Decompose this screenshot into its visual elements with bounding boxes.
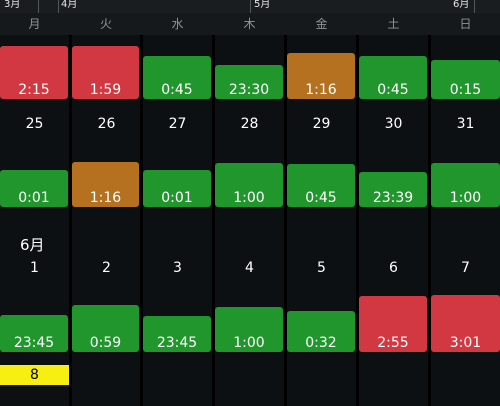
weekday-wed: 水 (171, 17, 184, 31)
sleep-duration: 23:45 (13, 335, 55, 351)
day-number[interactable]: 7 (461, 260, 470, 276)
sleep-duration: 0:01 (161, 190, 193, 206)
month-tick (474, 0, 475, 13)
sleep-block[interactable]: 1:00 (431, 163, 500, 207)
sleep-duration: 2:55 (377, 335, 409, 351)
day-number[interactable]: 25 (25, 116, 44, 132)
month-label-may[interactable]: 5月 (254, 0, 271, 10)
sleep-duration: 0:32 (305, 335, 337, 351)
sleep-duration: 0:45 (161, 82, 193, 98)
month-tick (250, 0, 251, 13)
sleep-block[interactable]: 1:16 (72, 162, 139, 207)
sleep-block[interactable]: 2:15 (0, 46, 68, 99)
sleep-block[interactable]: 0:45 (359, 56, 427, 99)
day-number[interactable]: 29 (312, 116, 331, 132)
sleep-block[interactable]: 23:45 (0, 315, 68, 352)
month-label-april[interactable]: 4月 (61, 0, 78, 10)
sleep-block[interactable]: 1:59 (72, 46, 139, 99)
day-number[interactable]: 6 (389, 260, 398, 276)
sleep-block[interactable]: 2:55 (359, 296, 427, 352)
day-number[interactable]: 27 (168, 116, 187, 132)
day-number[interactable]: 30 (384, 116, 403, 132)
sleep-duration: 0:45 (305, 190, 337, 206)
sleep-duration: 3:01 (449, 335, 482, 351)
sleep-duration: 1:16 (89, 190, 122, 206)
sleep-block[interactable]: 0:59 (72, 305, 139, 352)
sleep-block[interactable]: 23:45 (143, 316, 211, 352)
sleep-block[interactable]: 1:16 (287, 53, 355, 99)
sleep-duration: 0:59 (89, 335, 122, 351)
sleep-duration: 2:15 (18, 82, 50, 98)
month-label-june[interactable]: 6月 (453, 0, 470, 10)
sleep-duration: 1:16 (305, 82, 337, 98)
weekday-tue: 火 (99, 17, 112, 31)
day-number[interactable]: 2 (102, 260, 111, 276)
sleep-duration: 1:00 (233, 335, 265, 351)
sleep-duration: 23:30 (228, 82, 270, 98)
weekday-fri: 金 (315, 17, 328, 31)
day-number[interactable]: 28 (240, 116, 259, 132)
sleep-block[interactable]: 0:01 (143, 170, 211, 207)
sleep-duration: 23:45 (156, 335, 198, 351)
month-tick (38, 0, 39, 13)
day-number[interactable]: 31 (456, 116, 475, 132)
sleep-duration: 1:00 (233, 190, 265, 206)
sleep-duration: 1:59 (89, 82, 122, 98)
day-number[interactable]: 1 (30, 260, 39, 276)
weekday-sat: 土 (387, 17, 400, 31)
sleep-block[interactable]: 23:39 (359, 172, 427, 207)
sleep-duration: 1:00 (449, 190, 482, 206)
sleep-duration: 0:01 (18, 190, 50, 206)
month-tick (58, 0, 59, 13)
sleep-block[interactable]: 0:32 (287, 311, 355, 352)
sleep-block[interactable]: 0:15 (431, 60, 500, 99)
day-number[interactable]: 3 (173, 260, 182, 276)
weekday-sun: 日 (459, 17, 472, 31)
day-number[interactable]: 5 (317, 260, 326, 276)
sleep-duration: 23:39 (372, 190, 414, 206)
sleep-duration: 0:45 (377, 82, 409, 98)
weekday-thu: 木 (243, 17, 256, 31)
day-number[interactable]: 4 (245, 260, 254, 276)
sleep-block[interactable]: 1:00 (215, 163, 283, 207)
sleep-block[interactable]: 23:30 (215, 65, 283, 99)
sleep-block[interactable]: 3:01 (431, 295, 500, 352)
sleep-block[interactable]: 0:01 (0, 170, 68, 207)
weekday-header (0, 13, 500, 35)
today-day-marker[interactable]: 8 (0, 365, 69, 385)
weekday-mon: 月 (28, 17, 41, 31)
sleep-block[interactable]: 1:00 (215, 307, 283, 352)
day-number[interactable]: 26 (97, 116, 116, 132)
sleep-block[interactable]: 0:45 (143, 56, 211, 99)
month-section-title: 6月 (20, 236, 45, 254)
month-label-march[interactable]: 3月 (4, 0, 21, 10)
sleep-duration: 0:15 (449, 82, 482, 98)
sleep-block[interactable]: 0:45 (287, 164, 355, 207)
